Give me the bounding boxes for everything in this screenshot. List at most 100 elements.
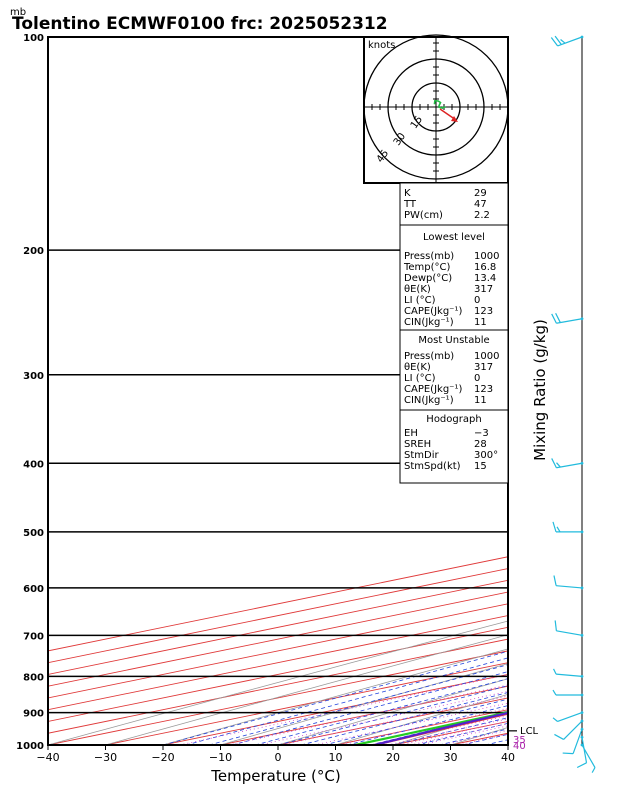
barb-dot: [580, 633, 584, 637]
dry-adiabat-line: [105, 634, 508, 745]
isotherms: [48, 556, 508, 745]
wind-barb: [552, 521, 584, 534]
table-label: StmSpd(kt): [404, 461, 461, 472]
barb-shaft: [556, 673, 583, 677]
barb-shaft: [556, 462, 583, 469]
barb-dot: [580, 461, 584, 465]
wind-barb: [576, 735, 588, 769]
barb-flag: [562, 752, 574, 755]
right-axis-label: Mixing Ratio (g/kg): [531, 319, 549, 461]
barb-shaft: [581, 737, 588, 763]
moist-adiabat-line: [162, 650, 508, 745]
indices-table: K 29 TT 47 PW(cm) 2.2: [403, 188, 490, 221]
barb-flag: [576, 762, 587, 769]
barb-flag: [556, 526, 561, 533]
isotherm-line: [48, 568, 508, 664]
pressure-tick-label: 500: [23, 528, 44, 539]
table-label: CAPE(Jkg⁻¹): [404, 306, 462, 317]
pressure-tick-label: 900: [23, 709, 44, 720]
barb-shaft: [556, 630, 583, 636]
table-value: 1000: [474, 251, 499, 262]
barb-shaft: [557, 712, 583, 723]
mixing-ratio-lines: 1234681012141618202530: [179, 674, 508, 745]
barb-shaft: [556, 318, 583, 324]
barb-dot: [580, 586, 584, 590]
barb-dot: [580, 727, 584, 731]
lowest-level-table: Press(mb) 1000 Temp(°C) 16.8 Dewp(°C) 13.4 θE(…: [403, 251, 499, 328]
barb-dot: [580, 711, 584, 715]
table-value: 13.4: [474, 273, 496, 284]
table-value: 11: [474, 395, 487, 406]
wind-barb: [562, 727, 584, 755]
wind-barb: [580, 743, 596, 773]
table-value: 0: [474, 295, 480, 306]
table-label: Temp(°C): [403, 262, 451, 273]
table-label: Press(mb): [404, 351, 454, 362]
lcl-label: LCL: [520, 726, 539, 737]
table-value: 317: [474, 362, 493, 373]
barb-shaft: [556, 585, 583, 589]
temp-tick-label: −40: [36, 751, 59, 764]
isotherm-line: [48, 638, 508, 734]
barb-dot: [580, 530, 584, 534]
barb-flag: [556, 462, 561, 468]
barb-flag: [554, 35, 562, 45]
mixing-ratio-line: [259, 690, 508, 745]
temp-tick-label: 10: [329, 751, 343, 764]
barb-dot: [580, 719, 584, 723]
barb-flag: [552, 521, 557, 533]
pressure-tick-label: 100: [23, 33, 44, 44]
table-value: 123: [474, 384, 493, 395]
table-label: CIN(Jkg⁻¹): [404, 317, 454, 328]
table-value: 0: [474, 373, 480, 384]
hodograph-line: [433, 99, 446, 110]
hodograph-unit: knots: [368, 40, 395, 51]
table-value: 300°: [474, 450, 498, 461]
isotherm-line: [48, 579, 508, 675]
table-value: 28: [474, 439, 487, 450]
dry-adiabat-line: [335, 693, 508, 745]
isotherm-line: [48, 556, 508, 652]
barb-flag: [553, 575, 557, 586]
barb-flag: [551, 458, 557, 469]
table-label: Press(mb): [404, 251, 454, 262]
barb-flag: [551, 313, 557, 324]
moist-adiabat-line: [323, 698, 508, 745]
unit-label: mb: [10, 7, 26, 18]
wind-barb: [552, 711, 584, 723]
barb-dot: [580, 674, 584, 678]
pressure-tick-label: 300: [23, 371, 44, 382]
mixing-ratio-line: [228, 684, 508, 745]
barb-dot: [580, 35, 584, 39]
isotherm-line: [48, 603, 508, 699]
mixing-ratio-line: [338, 707, 508, 745]
temp-tick-label: 0: [275, 751, 282, 764]
table-value: 11: [474, 317, 487, 328]
table-value: 2.2: [474, 210, 490, 221]
isotherm-line: [48, 591, 508, 687]
temp-tick-label: 30: [444, 751, 458, 764]
barb-dot: [580, 735, 584, 739]
moist-adiabat-line: [208, 664, 508, 745]
isotherm-line: [507, 744, 508, 745]
barb-flag: [560, 39, 566, 44]
pressure-tick-label: 400: [23, 459, 44, 470]
most-unstable-heading: Most Unstable: [418, 335, 489, 346]
barb-flag: [591, 767, 596, 773]
barb-flag: [554, 733, 564, 740]
table-label: θE(K): [404, 284, 431, 295]
table-value: 47: [474, 199, 487, 210]
table-label: Dewp(°C): [404, 273, 452, 284]
table-label: StmDir: [404, 450, 439, 461]
info-panel: K 29 TT 47 PW(cm) 2.2 Lowest level Press(mb) 1…: [399, 182, 509, 484]
dry-adiabat-line: [162, 648, 508, 745]
hodograph-heading: Hodograph: [426, 414, 481, 425]
moist-adiabats: [162, 650, 508, 745]
table-value: 1000: [474, 351, 499, 362]
table-label: PW(cm): [404, 210, 443, 221]
temp-tick-label: −30: [94, 751, 117, 764]
dry-adiabat-line: [220, 663, 508, 745]
wind-barb: [553, 668, 584, 678]
